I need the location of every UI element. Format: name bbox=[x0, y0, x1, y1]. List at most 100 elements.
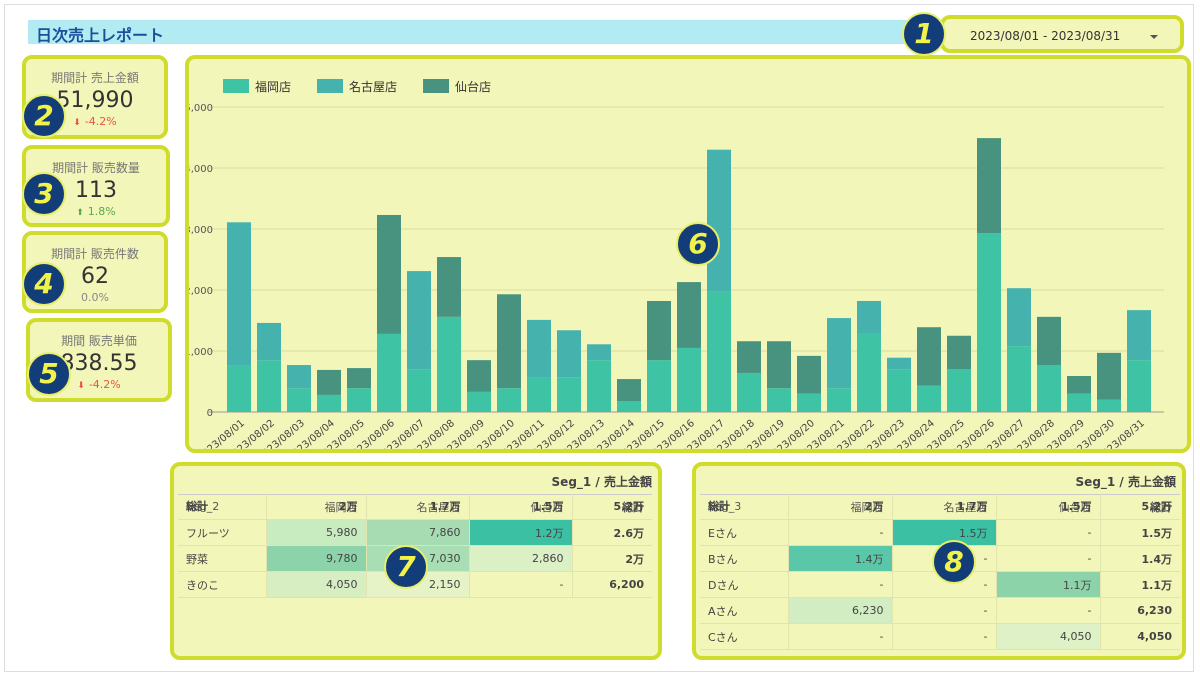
table-cell: 1.1万 bbox=[995, 571, 1100, 598]
bar-segment bbox=[347, 368, 371, 389]
total-cell: 総計 bbox=[708, 500, 730, 513]
bar-segment bbox=[617, 401, 641, 412]
data-row: Eさん -1.5万 -1.5万 bbox=[700, 519, 1180, 546]
bar-segment bbox=[677, 282, 701, 348]
kpi-arrow-icon: ⬇ bbox=[77, 381, 85, 391]
bar-segment bbox=[707, 149, 731, 292]
kpi-change-row: ⬆ 1.8% bbox=[26, 205, 166, 218]
bar-segment bbox=[527, 377, 551, 412]
bar-segment bbox=[587, 344, 611, 361]
totals-row: 総計 2万 1.7万 1.5万 5.2万 bbox=[700, 494, 1180, 517]
kpi-change: -4.2% bbox=[84, 115, 117, 128]
table-cell: きのこ bbox=[178, 571, 266, 598]
y-tick-label: 1,000 bbox=[189, 347, 213, 358]
totals-table: 総計 2万 1.7万 1.5万 5.2万 bbox=[700, 494, 1180, 517]
total-cell: 1.7万 bbox=[891, 494, 996, 517]
kpi-change: -4.2% bbox=[88, 378, 121, 391]
total-cell: 5.2万 bbox=[571, 494, 652, 517]
bar-segment bbox=[917, 327, 941, 386]
table-cell: 2,860 bbox=[468, 545, 572, 572]
data-row: Dさん - -1.1万 1.1万 bbox=[700, 571, 1180, 598]
totals-table: 総計 2万 1.7万 1.5万 5.2万 bbox=[178, 494, 652, 517]
table-cell: 7,860 bbox=[365, 519, 469, 546]
total-cell: 1.5万 bbox=[468, 494, 572, 517]
date-picker[interactable]: 2023/08/01 - 2023/08/31 bbox=[940, 15, 1184, 53]
chart: 01,0002,0003,0004,0005,000福岡店名古屋店仙台店2023… bbox=[189, 79, 1164, 449]
callout-badge: 7 bbox=[384, 545, 428, 589]
bar-segment bbox=[377, 214, 401, 334]
total-cell: 1.5万 bbox=[995, 494, 1100, 517]
bar-segment bbox=[587, 360, 611, 412]
bar-segment bbox=[227, 365, 251, 412]
bar-segment bbox=[827, 318, 851, 389]
table-cell: - bbox=[995, 597, 1100, 624]
table-cell: - bbox=[891, 597, 996, 624]
table-cell: 1.4万 bbox=[787, 545, 892, 572]
data-row: Aさん 6,230- -6,230 bbox=[700, 597, 1180, 624]
bar-segment bbox=[1067, 393, 1091, 412]
column-header: Seg_2 bbox=[178, 494, 266, 520]
bar-segment bbox=[1037, 365, 1061, 412]
bar-segment bbox=[857, 300, 881, 334]
y-tick-label: 2,000 bbox=[189, 286, 213, 297]
bar-segment bbox=[287, 388, 311, 412]
kpi-title: 期間計 販売数量 bbox=[52, 161, 140, 175]
bar-segment bbox=[1097, 352, 1121, 400]
bar-segment bbox=[887, 357, 911, 370]
table-cell: 4,050 bbox=[265, 571, 366, 598]
bar-segment bbox=[497, 294, 521, 389]
bar-segment bbox=[407, 271, 431, 370]
table-cell: Cさん bbox=[700, 623, 788, 650]
table-cell: - bbox=[891, 623, 996, 650]
table-cell: - bbox=[787, 571, 892, 598]
bar-segment bbox=[407, 369, 431, 412]
callout-badge: 8 bbox=[932, 540, 976, 584]
bar-segment bbox=[647, 300, 671, 361]
total-cell: 5.2万 bbox=[1099, 494, 1180, 517]
table-cell: Bさん bbox=[700, 545, 788, 572]
bar-segment bbox=[1067, 376, 1091, 394]
table-cell: Aさん bbox=[700, 597, 788, 624]
bar-segment bbox=[467, 391, 491, 412]
bar-segment bbox=[767, 388, 791, 412]
total-cell: 2万 bbox=[265, 494, 366, 517]
kpi-value: 113 bbox=[75, 178, 117, 203]
totals-row: 総計 2万 1.7万 1.5万 5.2万 bbox=[178, 494, 652, 517]
kpi-change-row: 0.0% bbox=[26, 291, 164, 304]
bar-segment bbox=[317, 394, 341, 412]
table-cell: Eさん bbox=[700, 519, 788, 546]
bar-segment bbox=[797, 393, 821, 412]
kpi-value: 62 bbox=[81, 264, 109, 289]
bar-segment bbox=[1007, 346, 1031, 412]
y-tick-label: 4,000 bbox=[189, 164, 213, 175]
bar-segment bbox=[257, 360, 281, 412]
legend-swatch bbox=[317, 79, 344, 93]
bar-segment bbox=[647, 360, 671, 412]
date-range: 2023/08/01 - 2023/08/31 bbox=[970, 29, 1121, 43]
table-cell: 4,050 bbox=[1099, 623, 1180, 650]
total-cell: 2万 bbox=[787, 494, 892, 517]
table-cell: 2.6万 bbox=[571, 519, 652, 546]
bar-segment bbox=[677, 347, 701, 412]
table-cell: 野菜 bbox=[178, 545, 266, 572]
table-cell: Dさん bbox=[700, 571, 788, 598]
bar-segment bbox=[557, 377, 581, 412]
column-header: Seg_3 bbox=[700, 494, 788, 520]
callout-badge: 5 bbox=[27, 352, 71, 396]
table-cell: 6,230 bbox=[787, 597, 892, 624]
data-row: きのこ 4,050 2,150-6,200 bbox=[178, 571, 652, 598]
bar-segment bbox=[857, 333, 881, 412]
kpi-change-row: ⬇ -4.2% bbox=[26, 115, 164, 128]
header-bar: 日次売上レポート bbox=[28, 20, 948, 45]
bar-segment bbox=[437, 257, 461, 317]
table-title: Seg_1 / 売上金額 bbox=[551, 475, 652, 489]
callout-badge: 4 bbox=[22, 262, 66, 306]
bar-segment bbox=[887, 369, 911, 412]
bar-segment bbox=[317, 369, 341, 395]
kpi-change: 0.0% bbox=[81, 291, 109, 304]
kpi-title: 期間計 販売件数 bbox=[51, 247, 139, 261]
frame bbox=[4, 4, 1194, 672]
bar-segment bbox=[617, 379, 641, 402]
table-cell: - bbox=[468, 571, 572, 598]
bar-segment bbox=[1097, 399, 1121, 412]
